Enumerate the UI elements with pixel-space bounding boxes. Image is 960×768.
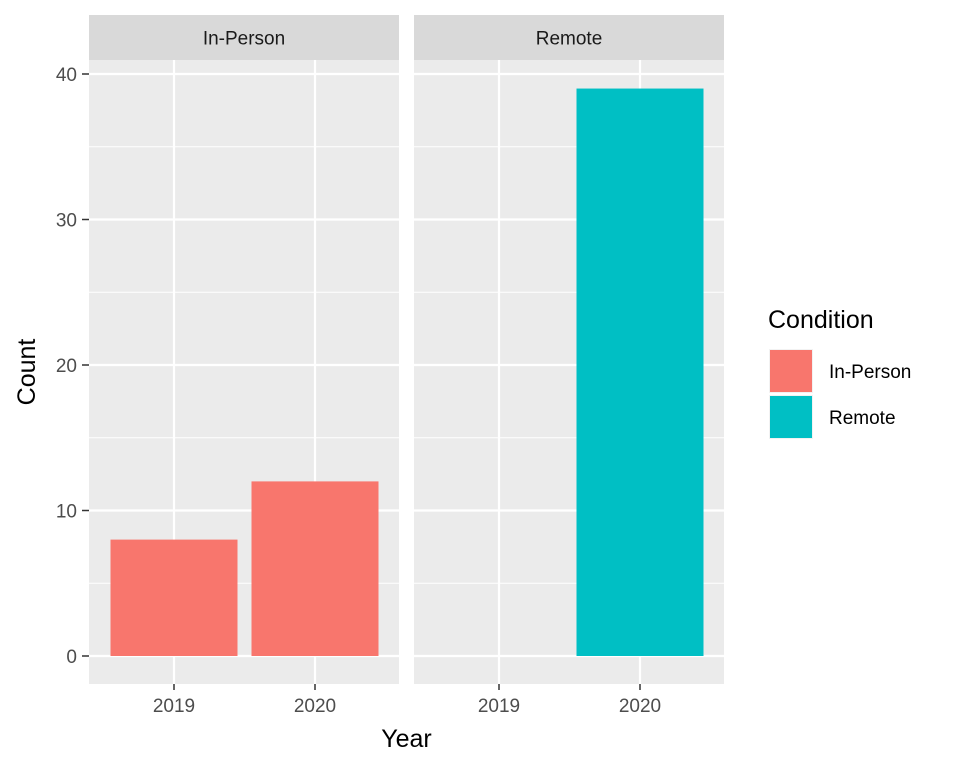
- facet-panel: In-Person 2019 2020: [89, 15, 399, 717]
- x-tick-label: 2019: [478, 696, 520, 717]
- facet-panel: Remote 2019 2020: [414, 15, 724, 717]
- facet-strip-label: In-Person: [203, 29, 285, 50]
- y-axis-title: Count: [13, 339, 41, 406]
- bar: [251, 481, 379, 656]
- legend-label: In-Person: [829, 362, 911, 383]
- x-tick-label: 2019: [153, 696, 195, 717]
- x-axis-title: Year: [381, 725, 432, 753]
- x-tick-label: 2020: [619, 696, 661, 717]
- facet-strip: [414, 15, 724, 60]
- y-tick-label: 0: [66, 647, 77, 668]
- facet-strip: [89, 15, 399, 60]
- y-axis: 0 10 20 30 40: [56, 65, 89, 668]
- legend-swatch: [770, 396, 812, 438]
- bar: [110, 539, 238, 656]
- y-tick-label: 10: [56, 502, 77, 523]
- facet-panels: In-Person 2019 2020 Remote 2019 2020: [89, 15, 724, 717]
- legend-swatch: [770, 350, 812, 392]
- legend-label: Remote: [829, 408, 896, 429]
- y-tick-label: 20: [56, 356, 77, 377]
- legend: Condition In-Person Remote: [768, 306, 911, 439]
- legend-title: Condition: [768, 306, 874, 334]
- bar: [576, 88, 704, 657]
- facet-strip-label: Remote: [536, 29, 603, 50]
- y-tick-label: 30: [56, 211, 77, 232]
- y-tick-label: 40: [56, 65, 77, 86]
- x-tick-label: 2020: [294, 696, 336, 717]
